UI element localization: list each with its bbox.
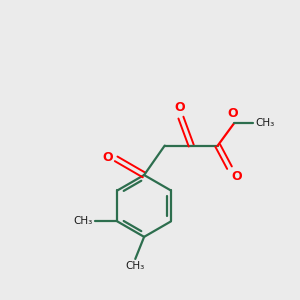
Text: CH₃: CH₃	[255, 118, 275, 128]
Text: O: O	[102, 151, 112, 164]
Text: CH₃: CH₃	[74, 216, 93, 226]
Text: O: O	[227, 107, 238, 120]
Text: O: O	[174, 101, 185, 114]
Text: O: O	[232, 170, 242, 183]
Text: CH₃: CH₃	[126, 261, 145, 271]
